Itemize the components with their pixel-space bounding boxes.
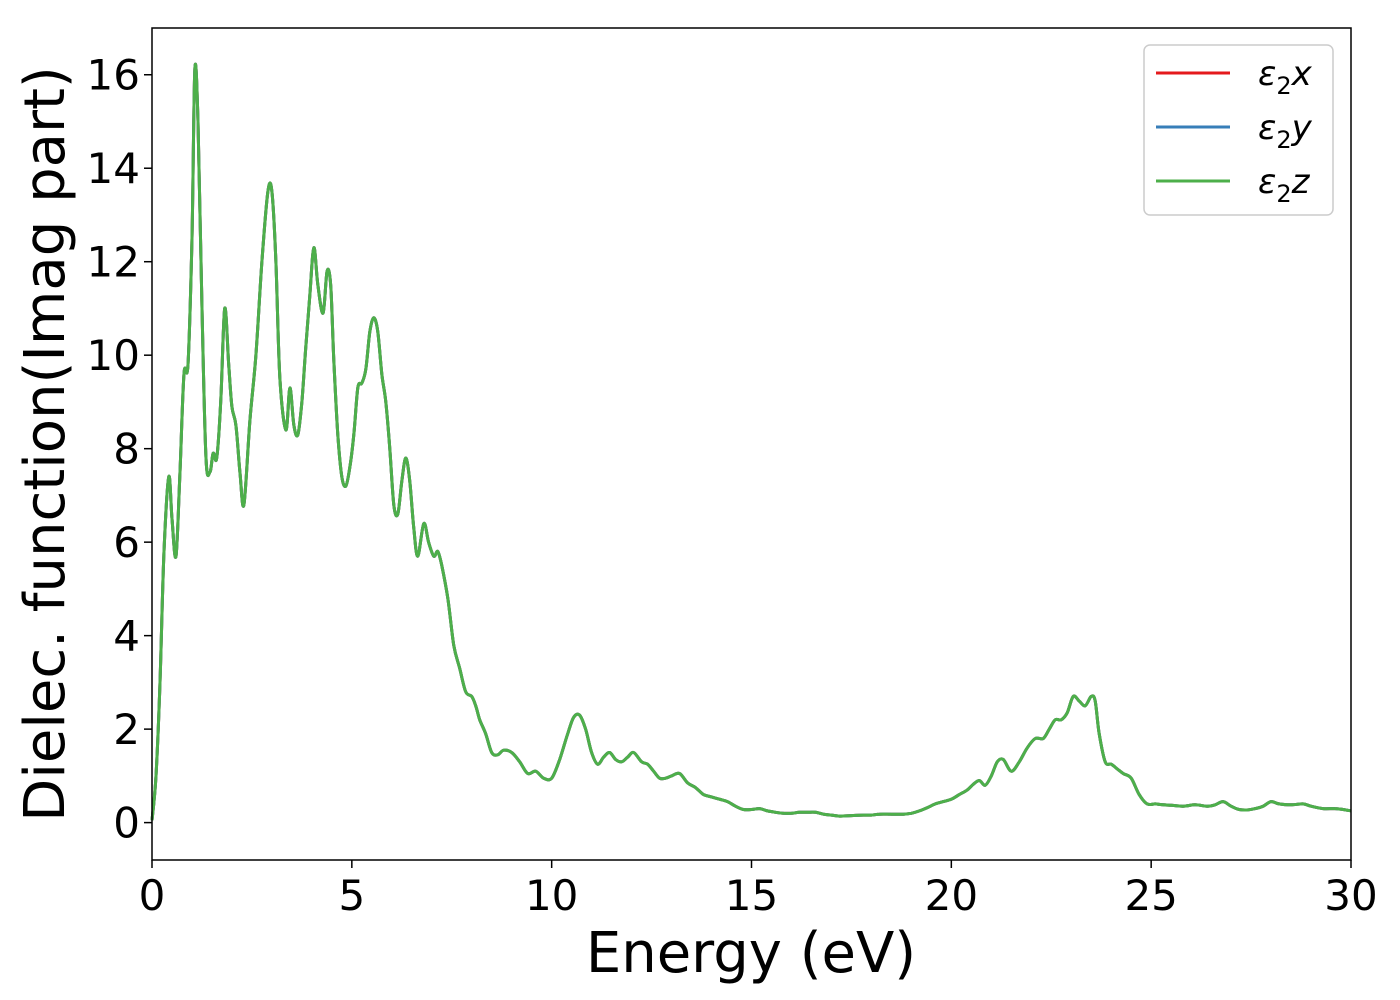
y-tick-label: 8 <box>113 425 140 474</box>
y-tick-label: 12 <box>87 238 140 287</box>
x-tick-label: 10 <box>525 871 578 920</box>
legend-label-z: ε2z <box>1258 162 1311 208</box>
x-axis-title: Energy (eV) <box>586 921 916 986</box>
y-tick-label: 0 <box>113 799 140 848</box>
x-tick-label: 30 <box>1324 871 1377 920</box>
x-tick-label: 25 <box>1124 871 1177 920</box>
y-tick-label: 14 <box>87 144 140 193</box>
axis-ticks: 0 5 10 15 20 25 30 0 2 4 6 8 10 12 14 16 <box>87 51 1378 920</box>
y-tick-label: 2 <box>113 705 140 754</box>
x-tick-label: 5 <box>338 871 365 920</box>
y-tick-label: 10 <box>87 331 140 380</box>
legend: ε2x ε2y ε2z <box>1143 44 1334 216</box>
legend-label-y: ε2y <box>1258 108 1313 154</box>
x-tick-label: 20 <box>925 871 978 920</box>
series-line-z <box>150 62 1352 821</box>
y-tick-label: 6 <box>113 518 140 567</box>
y-axis-title: Dielec. function(Imag part) <box>13 66 78 822</box>
x-tick-label: 15 <box>725 871 778 920</box>
legend-box <box>1143 44 1334 216</box>
y-tick-label: 16 <box>87 51 140 100</box>
x-tick-label: 0 <box>139 871 166 920</box>
legend-label-x: ε2x <box>1258 54 1313 100</box>
y-tick-label: 4 <box>113 612 140 661</box>
plot-area <box>150 62 1352 821</box>
